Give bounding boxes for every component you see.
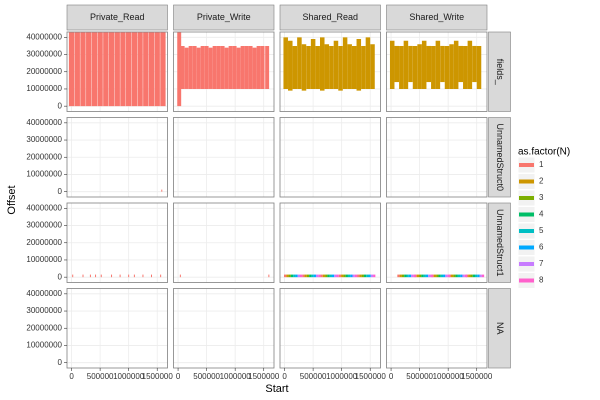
- y-tick-label: 10000000: [26, 170, 62, 179]
- strip-text: UnnamedStruct1: [495, 209, 505, 277]
- strip: [488, 202, 511, 283]
- legend-label: 3: [539, 193, 544, 202]
- legend-label: 1: [539, 160, 544, 169]
- y-tick-label: 30000000: [26, 306, 62, 315]
- strip: [66, 4, 168, 31]
- legend-swatch: [519, 179, 534, 184]
- legend-swatch: [519, 229, 534, 233]
- legend-label: 8: [539, 276, 544, 285]
- strip: [173, 4, 275, 31]
- legend-label: 4: [539, 210, 544, 219]
- panel-border: [386, 31, 488, 112]
- x-tick-label: 1500000: [355, 372, 387, 381]
- x-tick-label: 1000000: [220, 372, 252, 381]
- y-tick-label: 20000000: [26, 152, 62, 161]
- x-tick-label: 500000: [193, 372, 220, 381]
- panel-border: [386, 288, 488, 369]
- y-tick-label: 20000000: [26, 323, 62, 332]
- strip-text: NA: [495, 322, 505, 335]
- legend-swatch: [519, 245, 534, 250]
- y-tick-label: 10000000: [26, 341, 62, 350]
- legend-label: 6: [539, 243, 544, 252]
- legend-label: 7: [539, 259, 544, 268]
- legend-swatch: [519, 196, 534, 200]
- strip-text: UnnamedStruct0: [495, 123, 505, 191]
- x-tick-label: 1000000: [113, 372, 145, 381]
- y-axis-title: Offset: [6, 185, 18, 214]
- strip-text: fields_: [495, 59, 505, 86]
- legend-swatch: [519, 262, 534, 266]
- strip: [488, 117, 511, 198]
- x-axis-title: Start: [265, 383, 288, 395]
- panel-border: [173, 202, 275, 283]
- strip: [488, 288, 511, 369]
- y-tick-label: 0: [58, 272, 63, 281]
- strip-text: Private_Read: [90, 12, 145, 22]
- panel-border: [173, 288, 275, 369]
- x-tick-label: 1500000: [248, 372, 280, 381]
- y-tick-label: 40000000: [26, 118, 62, 127]
- strip: [386, 4, 488, 31]
- legend-title: as.factor(N): [518, 147, 570, 158]
- x-tick-label: 0: [176, 372, 181, 381]
- y-tick-label: 40000000: [26, 289, 62, 298]
- strip: [488, 31, 511, 112]
- strip-text: Shared_Read: [302, 12, 358, 22]
- legend-swatch: [519, 212, 534, 217]
- panel-border: [386, 202, 488, 283]
- y-tick-label: 0: [58, 101, 63, 110]
- x-tick-label: 1500000: [142, 372, 174, 381]
- x-tick-label: 1500000: [461, 372, 493, 381]
- y-tick-label: 30000000: [26, 221, 62, 230]
- y-tick-label: 40000000: [26, 203, 62, 212]
- y-tick-label: 0: [58, 358, 63, 367]
- x-tick-label: 500000: [406, 372, 433, 381]
- x-tick-label: 0: [282, 372, 287, 381]
- legend-label: 5: [539, 226, 544, 235]
- strip-text: Private_Write: [197, 12, 251, 22]
- strip-text: Shared_Write: [409, 12, 464, 22]
- strip: [279, 4, 381, 31]
- panel-border: [279, 117, 381, 198]
- x-tick-label: 0: [69, 372, 74, 381]
- legend-swatch: [519, 163, 534, 167]
- x-tick-label: 500000: [87, 372, 114, 381]
- x-tick-label: 1000000: [433, 372, 465, 381]
- panel-border: [279, 202, 381, 283]
- y-tick-label: 20000000: [26, 238, 62, 247]
- x-tick-label: 500000: [300, 372, 327, 381]
- panel-border: [173, 31, 275, 112]
- y-tick-label: 10000000: [26, 255, 62, 264]
- y-tick-label: 30000000: [26, 135, 62, 144]
- y-tick-label: 20000000: [26, 67, 62, 76]
- x-tick-label: 1000000: [326, 372, 358, 381]
- panel-border: [173, 117, 275, 198]
- panel-border: [279, 31, 381, 112]
- panel-border: [386, 117, 488, 198]
- panel-border: [279, 288, 381, 369]
- y-tick-label: 10000000: [26, 84, 62, 93]
- y-tick-label: 30000000: [26, 50, 62, 59]
- legend-swatch: [519, 278, 534, 283]
- y-tick-label: 40000000: [26, 32, 62, 41]
- x-tick-label: 0: [389, 372, 394, 381]
- y-tick-label: 0: [58, 187, 63, 196]
- legend-label: 2: [539, 177, 544, 186]
